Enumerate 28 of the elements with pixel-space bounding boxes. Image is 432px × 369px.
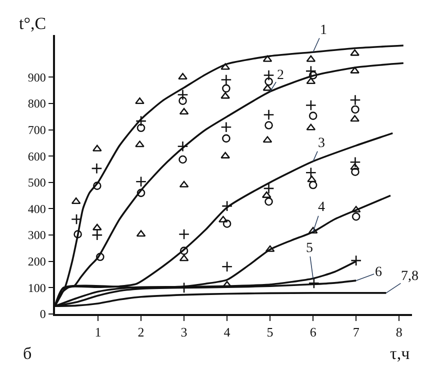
x-tick-label: 3 — [180, 324, 188, 340]
series-label: 4 — [318, 200, 325, 215]
series-label: 3 — [318, 136, 325, 151]
y-tick-label: 200 — [28, 254, 46, 269]
y-tick-label: 600 — [28, 149, 46, 164]
x-axis-title: τ,ч — [390, 344, 410, 363]
y-tick-label: 100 — [28, 280, 46, 295]
x-tick-label: 1 — [94, 324, 102, 340]
y-tick-label: 700 — [28, 122, 46, 137]
x-tick-label: 4 — [224, 324, 231, 340]
text: б — [23, 344, 32, 363]
series-label: 5 — [306, 241, 313, 256]
y-tick-label: 900 — [28, 70, 46, 84]
series-label: 6 — [375, 265, 382, 280]
y-tick-label: 800 — [28, 96, 46, 111]
y-tick-label: 0 — [40, 307, 46, 322]
y-axis-title: t°,C — [19, 14, 46, 33]
x-tick-label: 5 — [266, 324, 274, 340]
y-tick-label: 300 — [28, 228, 46, 242]
y-tick-label: 500 — [28, 176, 46, 190]
x-tick-label: 7 — [352, 324, 360, 340]
x-tick-label: 2 — [138, 324, 144, 340]
x-tick-label: 6 — [310, 324, 317, 340]
series-label: 2 — [277, 68, 284, 83]
y-tick-label: 400 — [28, 202, 46, 216]
x-tick-label: 8 — [396, 324, 402, 340]
series-label: 7,8 — [401, 269, 418, 284]
series-label: 1 — [320, 23, 327, 38]
